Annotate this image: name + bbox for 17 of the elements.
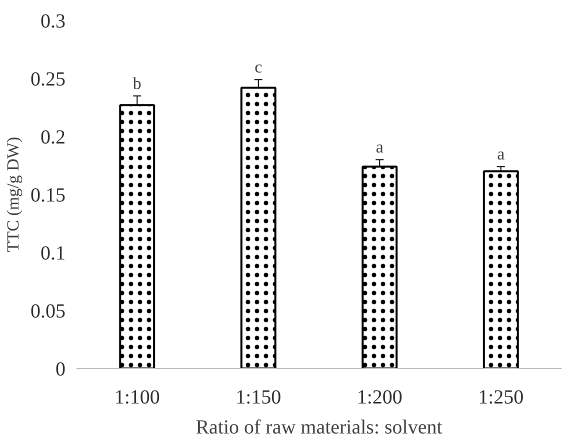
annotation: b [132, 74, 142, 93]
x-tick-label: 1:200 [356, 386, 402, 408]
y-tick-label: 0.25 [30, 68, 66, 90]
x-tick-label: 1:250 [478, 386, 524, 408]
annotation: a [376, 138, 384, 157]
y-tick-label: 0 [56, 358, 66, 380]
x-tick-label: 1:150 [236, 386, 282, 408]
y-tick-label: 0.3 [40, 10, 66, 32]
y-tick-label: 0.2 [40, 126, 66, 148]
y-tick-label: 0.05 [30, 300, 66, 322]
x-axis-title: Ratio of raw materials: solvent [196, 416, 443, 438]
annotation: c [254, 58, 263, 77]
y-axis-title: TTC (mg/g DW) [4, 136, 22, 252]
y-tick-label: 0.1 [40, 242, 66, 264]
x-tick-label: 1:100 [114, 386, 160, 408]
annotation: a [497, 144, 506, 164]
y-tick-label: 0.15 [30, 184, 66, 206]
